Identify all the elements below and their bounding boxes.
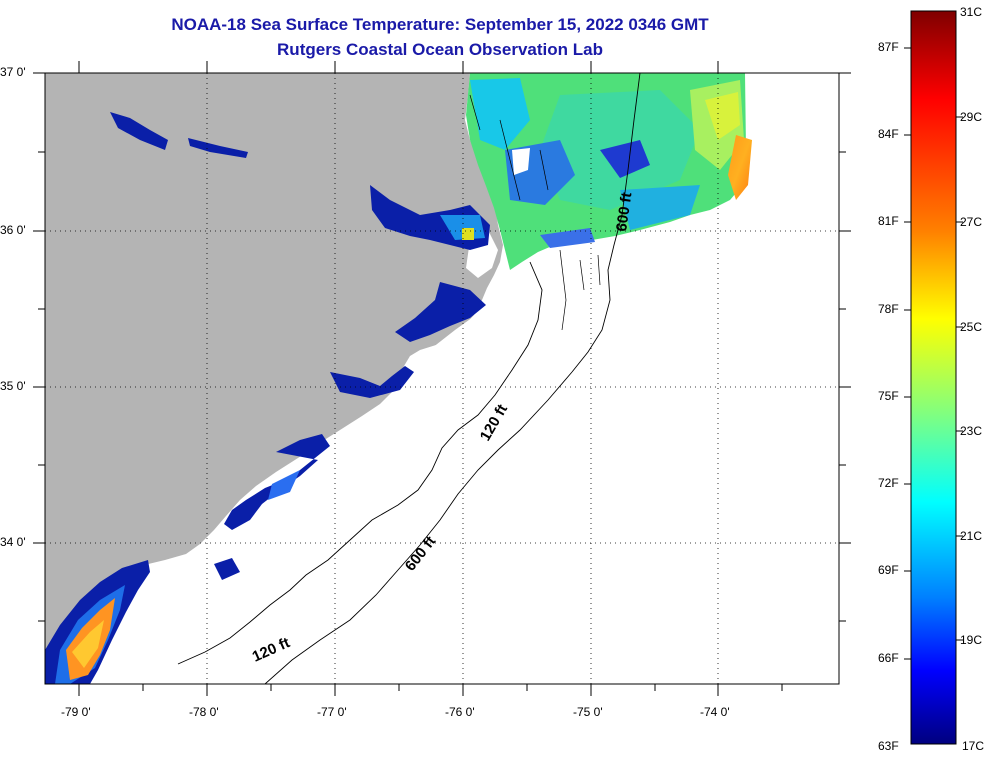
- cb-c-19: 19C: [960, 633, 983, 647]
- cb-c-23: 23C: [960, 424, 983, 438]
- cb-f-84: 84F: [878, 127, 899, 141]
- cb-f-69: 69F: [878, 563, 899, 577]
- cb-f-72: 72F: [878, 476, 899, 490]
- lon-label-78: -78 0': [189, 705, 219, 719]
- lat-label-37: 37 0': [0, 65, 26, 79]
- lon-label-77: -77 0': [317, 705, 347, 719]
- cb-c-31: 31C: [960, 5, 983, 19]
- cb-c-17: 17C: [962, 739, 985, 753]
- colorbar: [910, 10, 957, 745]
- isobath-600-north: [571, 73, 641, 373]
- isobath-120: [177, 261, 543, 665]
- lon-label-75: -75 0': [573, 705, 603, 719]
- cb-c-25: 25C: [960, 320, 983, 334]
- lat-label-34: 34 0': [0, 535, 26, 549]
- lat-label-36: 36 0': [0, 223, 26, 237]
- cb-f-75: 75F: [878, 389, 899, 403]
- map-title: NOAA-18 Sea Surface Temperature: Septemb…: [171, 15, 709, 34]
- cb-c-21: 21C: [960, 529, 983, 543]
- lon-label-74: -74 0': [700, 705, 730, 719]
- contour-label-600-north: 600 ft: [613, 191, 635, 232]
- cb-c-29: 29C: [960, 110, 983, 124]
- map-grid: [45, 73, 839, 684]
- cb-f-87: 87F: [878, 40, 899, 54]
- lon-label-79: -79 0': [61, 705, 91, 719]
- isobath-600-south: [264, 371, 573, 684]
- cb-f-66: 66F: [878, 651, 899, 665]
- cb-f-63: 63F: [878, 739, 899, 753]
- map-subtitle: Rutgers Coastal Ocean Observation Lab: [277, 40, 603, 59]
- lon-label-76: -76 0': [445, 705, 475, 719]
- cb-c-27: 27C: [960, 215, 983, 229]
- lat-label-35: 35 0': [0, 379, 26, 393]
- cb-f-78: 78F: [878, 302, 899, 316]
- cb-f-81: 81F: [878, 214, 899, 228]
